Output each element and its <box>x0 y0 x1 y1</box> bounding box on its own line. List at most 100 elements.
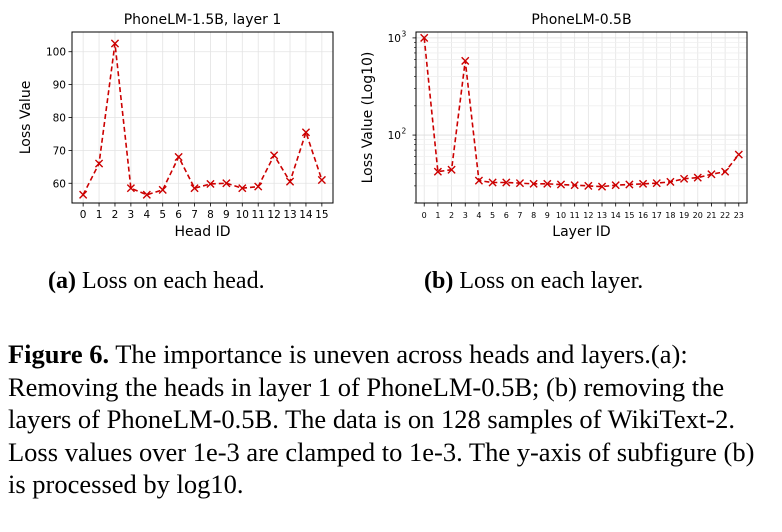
y-tick-label: 60 <box>53 178 66 190</box>
data-point-marker <box>707 170 716 179</box>
chart-title: PhoneLM-0.5B <box>531 12 631 28</box>
chart-title: PhoneLM-1.5B, layer 1 <box>124 12 282 28</box>
data-point-marker <box>556 180 566 189</box>
x-tick-label: 4 <box>143 209 150 221</box>
x-tick-label: 9 <box>545 211 550 220</box>
x-tick-label: 10 <box>236 209 249 221</box>
data-point-marker <box>222 179 231 188</box>
data-point-marker <box>721 167 730 176</box>
y-tick-label: 100 <box>46 47 66 59</box>
data-point-marker <box>174 152 183 162</box>
x-tick-label: 13 <box>597 211 607 220</box>
data-point-marker <box>638 179 648 188</box>
data-point-marker <box>126 184 135 193</box>
data-point-marker <box>734 150 743 159</box>
x-tick-label: 15 <box>315 209 328 221</box>
y-tick-label-exponent: 2 <box>402 127 407 136</box>
x-tick-label: 20 <box>693 211 703 220</box>
data-point-marker <box>447 165 456 174</box>
x-tick-label: 7 <box>517 211 522 220</box>
data-point-marker <box>270 151 279 160</box>
x-tick-label: 16 <box>638 211 648 220</box>
figure-caption: Figure 6. The importance is uneven acros… <box>8 338 778 501</box>
figure-charts: 0 1 2 3 4 5 6 7 8 9 10 11 12 13 14 1560708090100PhoneLM… <box>18 12 748 240</box>
x-axis-label: Layer ID <box>552 224 610 240</box>
x-tick-label: 0 <box>80 209 87 221</box>
x-tick-label: 14 <box>299 209 313 221</box>
data-point-marker <box>461 56 470 65</box>
x-tick-label: 2 <box>449 211 454 220</box>
x-tick-label: 17 <box>652 211 662 220</box>
x-tick-label: 13 <box>283 209 296 221</box>
x-tick-label: 11 <box>252 209 265 221</box>
data-point-marker <box>584 181 593 190</box>
data-point-marker <box>254 182 263 191</box>
x-tick-label: 18 <box>665 211 675 220</box>
data-point-marker <box>693 173 702 182</box>
data-point-marker <box>611 181 620 190</box>
data-point-marker <box>625 180 634 189</box>
plot-frame <box>415 31 748 204</box>
x-tick-label: 3 <box>463 211 468 220</box>
x-tick-label: 4 <box>476 211 481 220</box>
figure-caption-label: Figure 6. <box>8 339 110 369</box>
subcaption-a: (a) Loss on each head. <box>48 268 265 295</box>
data-point-marker <box>420 33 429 42</box>
x-tick-label: 1 <box>96 209 103 221</box>
x-tick-label: 0 <box>422 211 427 220</box>
y-tick-label: 80 <box>53 113 66 125</box>
data-point-marker <box>666 177 675 186</box>
data-point-marker <box>515 179 525 188</box>
x-tick-label: 6 <box>175 209 182 221</box>
data-point-marker <box>317 175 326 185</box>
y-tick-label: 10 <box>388 130 401 142</box>
data-point-marker <box>110 39 120 48</box>
chart-loss-per-head: 0 1 2 3 4 5 6 7 8 9 10 11 12 13 14 1560708090100PhoneLM… <box>18 12 334 240</box>
x-tick-label: 8 <box>531 211 536 220</box>
x-tick-label: 19 <box>679 211 689 220</box>
x-tick-label: 15 <box>624 211 634 220</box>
y-tick-label: 90 <box>53 80 66 92</box>
chart-loss-per-layer: 0 1 2 3 4 5 6 7 8 9 10 11 12 13 14 15 16 17 18 19 20 21 22 2310… <box>360 12 748 240</box>
data-point-marker <box>238 184 247 193</box>
y-axis-label: Loss Value (Log10) <box>360 52 376 184</box>
data-point-marker <box>190 184 199 193</box>
subcaption-a-text: Loss on each head. <box>75 268 265 294</box>
figure-caption-text: The importance is uneven across heads an… <box>8 339 755 499</box>
data-point-marker <box>285 177 295 186</box>
y-axis-label: Loss Value <box>18 81 34 155</box>
data-point-marker <box>433 167 442 176</box>
x-tick-label: 5 <box>490 211 495 220</box>
subcaption-b-text: Loss on each layer. <box>453 268 644 294</box>
x-tick-label: 7 <box>191 209 198 221</box>
data-point-marker <box>652 179 661 188</box>
x-tick-label: 9 <box>223 209 230 221</box>
data-point-marker <box>488 178 497 187</box>
x-tick-label: 23 <box>734 211 744 220</box>
data-point-marker <box>502 178 511 187</box>
x-tick-label: 10 <box>556 211 566 220</box>
data-point-marker <box>597 182 607 191</box>
data-point-marker <box>206 179 215 189</box>
data-point-marker <box>679 174 689 183</box>
data-point-marker <box>543 179 552 188</box>
subcaption-a-label: (a) <box>48 268 76 294</box>
data-point-marker <box>474 176 484 185</box>
x-tick-label: 5 <box>159 209 166 221</box>
y-tick-label-exponent: 3 <box>402 29 407 38</box>
data-point-marker <box>94 159 104 168</box>
data-point-marker <box>79 190 88 199</box>
subcaption-b: (b) Loss on each layer. <box>424 268 643 295</box>
series-line <box>423 37 740 188</box>
x-tick-label: 14 <box>611 211 621 220</box>
x-tick-label: 21 <box>706 211 716 220</box>
y-tick-label: 70 <box>53 145 66 157</box>
x-tick-label: 22 <box>720 211 730 220</box>
data-point-marker <box>570 181 579 190</box>
x-tick-label: 12 <box>583 211 593 220</box>
x-tick-label: 12 <box>267 209 280 221</box>
x-tick-label: 3 <box>128 209 135 221</box>
y-tick-label: 10 <box>388 33 401 45</box>
x-tick-label: 2 <box>112 209 119 221</box>
x-tick-label: 11 <box>570 211 580 220</box>
